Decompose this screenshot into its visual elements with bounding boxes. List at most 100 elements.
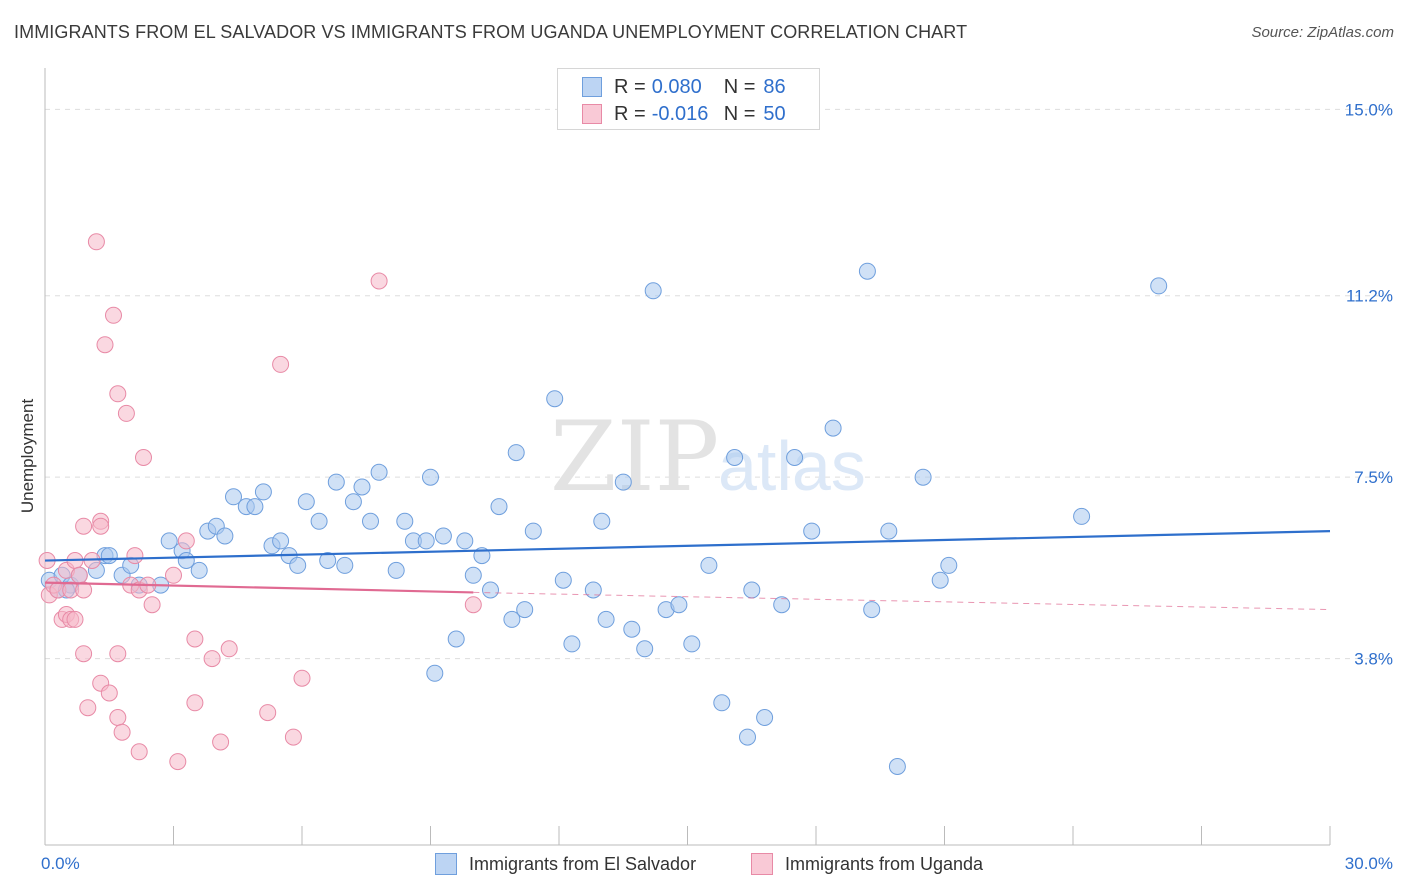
el-salvador-point	[614, 473, 632, 491]
r-label: R =	[614, 75, 646, 98]
trend-lines	[44, 530, 1331, 611]
uganda-point	[100, 684, 118, 702]
uganda-point	[79, 699, 97, 717]
series-legend-uganda: Immigrants from Uganda	[751, 852, 983, 876]
uganda-point	[186, 694, 204, 712]
el-salvador-point	[246, 498, 264, 516]
el-salvador-point	[100, 547, 118, 565]
uganda-trendline-extension	[473, 591, 1331, 611]
el-salvador-point	[447, 630, 465, 648]
el-salvador-point	[344, 493, 362, 511]
uganda-point	[70, 566, 88, 584]
legend-swatch-blue	[435, 853, 457, 875]
n-label: N =	[723, 75, 756, 98]
uganda-point	[92, 517, 110, 535]
uganda-point	[284, 728, 302, 746]
el-salvador-point	[524, 522, 542, 540]
legend-swatch-pink	[751, 853, 773, 875]
uganda-point	[203, 650, 221, 668]
el-salvador-point	[824, 419, 842, 437]
watermark: ZIP atlas	[550, 401, 866, 513]
el-salvador-point	[503, 610, 521, 628]
el-salvador-point	[670, 596, 688, 614]
legend-row-uganda: R = -0.016 N = 50	[582, 102, 786, 126]
x-tick-label: 30.0%	[1345, 854, 1393, 873]
el-salvador-trendline	[44, 530, 1331, 562]
el-salvador-point	[387, 561, 405, 579]
uganda-point	[130, 743, 148, 761]
el-salvador-point	[888, 758, 906, 775]
uganda-point	[87, 233, 105, 251]
grid-lines	[45, 108, 1390, 660]
el-salvador-point	[422, 468, 439, 486]
legend-swatch-pink	[582, 104, 602, 124]
uganda-point	[186, 630, 204, 648]
uganda-point	[464, 596, 482, 614]
uganda-point	[370, 272, 388, 290]
el-salvador-point	[426, 664, 444, 682]
el-salvador-point	[636, 640, 654, 658]
x-tick-label: 0.0%	[41, 854, 80, 873]
uganda-trendline	[44, 581, 474, 594]
uganda-point	[117, 404, 135, 422]
uganda-point	[143, 596, 161, 614]
uganda-point	[212, 733, 230, 751]
uganda-point	[96, 336, 114, 354]
el-salvador-point	[863, 601, 881, 619]
y-tick-label: 3.8%	[1354, 650, 1393, 669]
el-salvador-point	[434, 527, 452, 545]
el-salvador-point	[456, 532, 474, 550]
el-salvador-point	[417, 532, 435, 550]
el-salvador-point	[1073, 507, 1091, 525]
el-salvador-point	[490, 498, 508, 516]
series-legend-el-salvador: Immigrants from El Salvador	[435, 852, 696, 876]
n-value: 86	[763, 75, 786, 98]
el-salvador-point	[554, 571, 572, 589]
tick-labels: 3.8% 7.5% 11.2% 15.0% 0.0% 30.0%	[41, 100, 1393, 873]
el-salvador-point	[597, 610, 615, 628]
uganda-point	[126, 547, 144, 565]
uganda-point	[75, 645, 93, 663]
uganda-point	[169, 753, 187, 771]
el-salvador-point	[940, 556, 958, 574]
el-salvador-point	[786, 449, 804, 466]
uganda-point	[135, 449, 152, 466]
series-name: Immigrants from Uganda	[785, 853, 984, 874]
el-salvador-point	[216, 527, 234, 545]
el-salvador-point	[931, 571, 949, 589]
el-salvador-point	[743, 581, 761, 599]
el-salvador-point	[914, 468, 932, 486]
el-salvador-point	[803, 522, 821, 540]
uganda-point	[109, 709, 127, 726]
chart-title: IMMIGRANTS FROM EL SALVADOR VS IMMIGRANT…	[14, 22, 968, 42]
el-salvador-point	[773, 596, 791, 614]
uganda-point	[66, 610, 84, 628]
el-salvador-point	[546, 390, 564, 408]
el-salvador-point	[593, 512, 611, 530]
el-salvador-point	[563, 635, 581, 653]
el-salvador-point	[623, 620, 641, 638]
uganda-point	[165, 566, 182, 584]
el-salvador-point	[297, 493, 315, 511]
uganda-point	[105, 306, 122, 324]
watermark-zip: ZIP	[550, 401, 719, 513]
y-tick-label: 7.5%	[1354, 468, 1393, 487]
uganda-point	[293, 669, 311, 687]
y-tick-label: 11.2%	[1346, 287, 1393, 306]
el-salvador-point	[726, 449, 744, 466]
el-salvador-point	[396, 512, 414, 530]
source-credit: Source: ZipAtlas.com	[1251, 24, 1394, 41]
el-salvador-point	[362, 512, 379, 530]
r-label: R =	[614, 102, 646, 125]
el-salvador-point	[336, 556, 354, 574]
y-tick-label: 15.0%	[1345, 100, 1393, 119]
uganda-point	[75, 581, 93, 599]
el-salvador-point	[507, 444, 525, 462]
el-salvador-point	[683, 635, 701, 653]
el-salvador-point	[370, 463, 388, 481]
el-salvador-point	[700, 556, 718, 574]
r-value: 0.080	[651, 75, 702, 98]
uganda-point	[259, 704, 277, 722]
el-salvador-point	[327, 473, 345, 491]
uganda-point	[113, 723, 131, 741]
